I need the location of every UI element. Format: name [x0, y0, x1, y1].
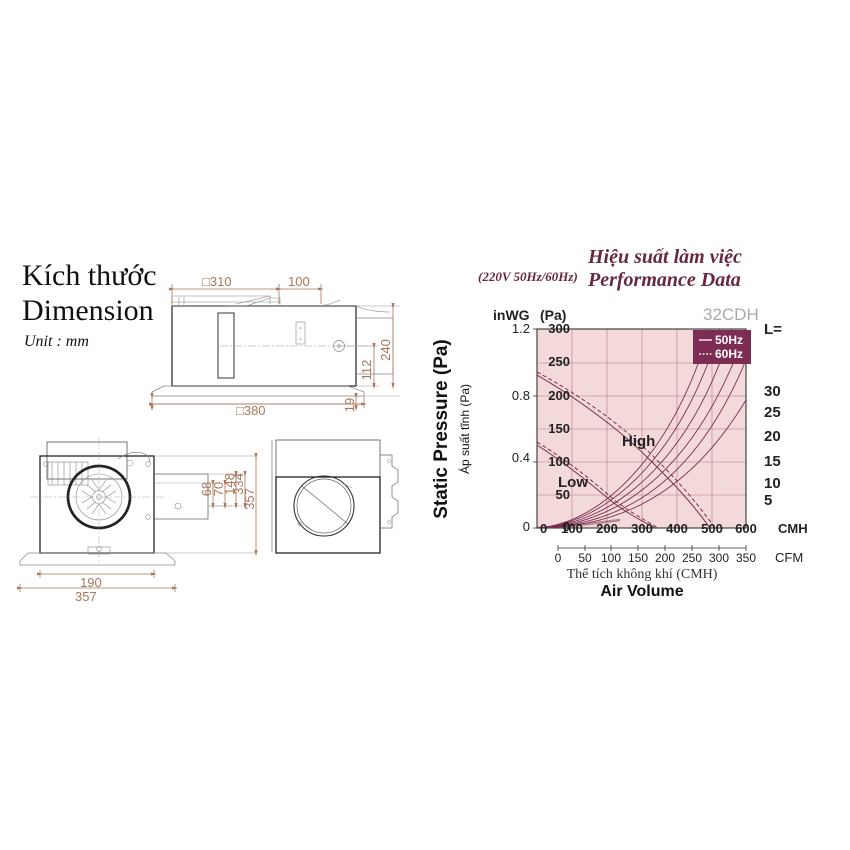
svg-text:357: 357: [75, 589, 97, 604]
svg-text:200: 200: [548, 388, 570, 403]
svg-text:CFM: CFM: [775, 550, 803, 565]
svg-text:357: 357: [242, 488, 257, 510]
svg-text:CMH: CMH: [778, 521, 808, 536]
svg-text:25: 25: [764, 404, 781, 421]
svg-text:0: 0: [523, 519, 530, 534]
svg-text:50: 50: [578, 551, 592, 565]
svg-text:Unit : mm: Unit : mm: [24, 333, 89, 350]
svg-text:300: 300: [548, 321, 570, 336]
svg-text:100: 100: [601, 551, 621, 565]
svg-text:0: 0: [540, 521, 547, 536]
svg-text:Hiệu suất làm việc: Hiệu suất làm việc: [587, 246, 742, 268]
svg-text:Thể tích không khí (CMH): Thể tích không khí (CMH): [567, 567, 718, 582]
svg-text:L=: L=: [764, 321, 782, 338]
svg-text:0: 0: [555, 551, 562, 565]
svg-text:200: 200: [655, 551, 675, 565]
svg-text:0.4: 0.4: [512, 450, 530, 465]
svg-text:150: 150: [628, 551, 648, 565]
svg-text:500: 500: [701, 521, 723, 536]
svg-text:300: 300: [709, 551, 729, 565]
svg-text:Performance Data: Performance Data: [587, 269, 741, 291]
svg-text:20: 20: [764, 428, 781, 445]
svg-text:60Hz: 60Hz: [715, 347, 743, 361]
svg-text:High: High: [622, 433, 655, 450]
svg-text:600: 600: [735, 521, 757, 536]
svg-text:200: 200: [596, 521, 618, 536]
svg-text:10: 10: [764, 475, 781, 492]
svg-text:15: 15: [764, 453, 781, 470]
svg-text:250: 250: [682, 551, 702, 565]
svg-text:Dimension: Dimension: [22, 294, 154, 327]
svg-text:Áp suất tĩnh (Pa): Áp suất tĩnh (Pa): [457, 384, 472, 474]
svg-text:19: 19: [342, 398, 357, 412]
svg-text:240: 240: [378, 339, 393, 361]
svg-text:100: 100: [561, 521, 583, 536]
svg-text:300: 300: [631, 521, 653, 536]
svg-text:112: 112: [359, 360, 374, 381]
svg-text:□380: □380: [236, 403, 266, 418]
svg-text:32CDH: 32CDH: [703, 305, 759, 324]
svg-text:30: 30: [764, 383, 781, 400]
svg-text:100: 100: [288, 274, 310, 289]
svg-text:0.8: 0.8: [512, 388, 530, 403]
svg-text:Static Pressure (Pa): Static Pressure (Pa): [431, 339, 452, 519]
svg-text:(220V 50Hz/60Hz): (220V 50Hz/60Hz): [478, 269, 578, 284]
svg-text:50Hz: 50Hz: [715, 333, 743, 347]
svg-text:Kích thước: Kích thước: [22, 259, 157, 292]
svg-text:400: 400: [666, 521, 688, 536]
svg-text:□310: □310: [202, 274, 232, 289]
svg-text:5: 5: [764, 492, 772, 509]
svg-text:Low: Low: [558, 474, 588, 491]
svg-text:Air Volume: Air Volume: [600, 583, 683, 600]
svg-text:150: 150: [548, 421, 570, 436]
svg-text:250: 250: [548, 354, 570, 369]
svg-text:1.2: 1.2: [512, 321, 530, 336]
svg-text:100: 100: [548, 454, 570, 469]
svg-text:350: 350: [736, 551, 756, 565]
